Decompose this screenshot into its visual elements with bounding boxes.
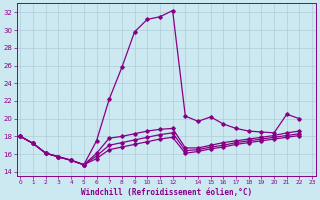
X-axis label: Windchill (Refroidissement éolien,°C): Windchill (Refroidissement éolien,°C)	[81, 188, 252, 197]
